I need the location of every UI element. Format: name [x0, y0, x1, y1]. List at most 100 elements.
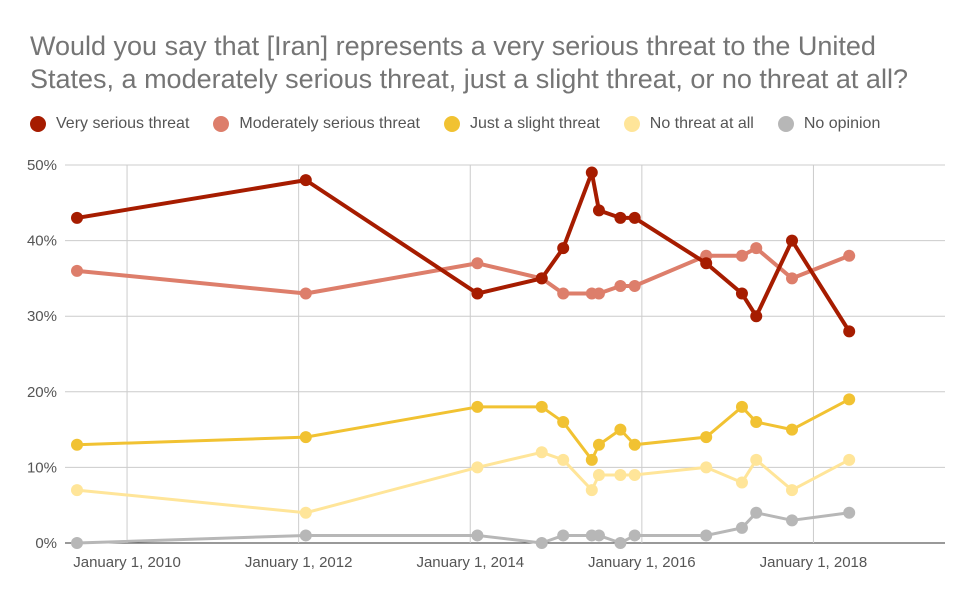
- data-point: [786, 514, 798, 527]
- data-point: [592, 438, 605, 451]
- data-point: [786, 423, 798, 436]
- data-point: [628, 438, 641, 451]
- data-point: [535, 400, 548, 413]
- y-tick-label: 20%: [27, 384, 57, 401]
- legend-swatch: [213, 116, 230, 132]
- legend-item-no-opinion[interactable]: No opinion: [777, 115, 881, 133]
- data-point: [843, 506, 856, 519]
- data-point: [750, 416, 763, 429]
- data-point: [71, 438, 83, 451]
- y-tick-label: 40%: [27, 233, 57, 250]
- data-point: [535, 272, 548, 285]
- x-tick-label: January 1, 2016: [588, 554, 696, 571]
- data-point: [750, 506, 763, 519]
- data-point: [786, 484, 798, 497]
- data-point: [735, 287, 748, 300]
- x-tick-label: January 1, 2018: [760, 554, 868, 571]
- x-tick-label: January 1, 2010: [73, 554, 181, 571]
- legend-item-no-threat[interactable]: No threat at all: [623, 115, 754, 133]
- data-point: [585, 166, 598, 179]
- y-tick-label: 50%: [27, 157, 57, 174]
- x-tick-label: January 1, 2012: [245, 554, 353, 571]
- data-point: [700, 529, 713, 542]
- data-point: [471, 257, 484, 270]
- legend-swatch: [777, 116, 794, 132]
- data-point: [735, 521, 748, 534]
- series-line: [76, 398, 850, 462]
- legend-swatch: [30, 116, 46, 132]
- data-point: [592, 204, 605, 217]
- legend-label: Just a slight threat: [469, 115, 600, 132]
- data-point: [471, 529, 484, 542]
- data-point: [535, 446, 548, 459]
- data-point: [628, 279, 641, 292]
- data-point: [71, 211, 83, 224]
- data-point: [735, 249, 748, 262]
- data-point: [592, 468, 605, 481]
- data-point: [299, 506, 312, 519]
- data-point: [786, 272, 798, 285]
- data-point: [843, 325, 856, 338]
- data-point: [585, 453, 598, 466]
- chart-title: Would you say that [Iran] represents a v…: [30, 31, 908, 94]
- legend-item-slight[interactable]: Just a slight threat: [443, 115, 600, 133]
- data-point: [299, 431, 312, 444]
- legend-label: No opinion: [803, 115, 881, 132]
- y-tick-label: 0%: [35, 535, 57, 552]
- data-point: [299, 287, 312, 300]
- series-line: [76, 450, 850, 515]
- data-point: [843, 393, 856, 406]
- y-tick-label: 30%: [27, 308, 57, 325]
- data-point: [843, 249, 856, 262]
- x-tick-label: January 1, 2014: [416, 554, 524, 571]
- data-point: [628, 529, 641, 542]
- data-point: [471, 287, 484, 300]
- data-point: [557, 242, 570, 255]
- data-point: [735, 476, 748, 489]
- data-point: [750, 453, 763, 466]
- data-point: [557, 416, 570, 429]
- data-point: [614, 537, 627, 549]
- legend-label: Very serious threat: [56, 115, 190, 132]
- data-point: [700, 431, 713, 444]
- data-point: [750, 242, 763, 255]
- legend-swatch: [443, 116, 460, 132]
- series-line: [76, 170, 851, 333]
- series-line: [76, 511, 850, 545]
- data-point: [700, 257, 713, 270]
- data-point: [614, 211, 627, 224]
- data-point: [750, 310, 763, 323]
- data-point: [557, 453, 570, 466]
- legend-swatch: [623, 116, 640, 132]
- data-point: [299, 174, 312, 187]
- data-point: [299, 529, 312, 542]
- data-point: [614, 279, 627, 292]
- data-point: [628, 211, 641, 224]
- data-point: [471, 461, 484, 474]
- data-point: [71, 264, 83, 277]
- data-point: [786, 234, 798, 247]
- data-point: [557, 529, 570, 542]
- legend-label: Moderately serious threat: [239, 115, 420, 132]
- data-point: [628, 468, 641, 481]
- data-point: [843, 453, 856, 466]
- data-point: [585, 484, 598, 497]
- data-point: [557, 287, 570, 300]
- legend-label: No threat at all: [649, 115, 754, 132]
- data-point: [700, 461, 713, 474]
- legend-item-very-serious[interactable]: Very serious threat: [30, 115, 189, 133]
- data-point: [535, 537, 548, 549]
- data-point: [71, 484, 83, 497]
- y-tick-label: 10%: [27, 459, 57, 476]
- data-point: [592, 287, 605, 300]
- data-point: [71, 537, 83, 549]
- data-point: [614, 423, 627, 436]
- data-point: [735, 400, 748, 413]
- data-point: [592, 529, 605, 542]
- data-point: [471, 400, 484, 413]
- legend-item-moderately-serious[interactable]: Moderately serious threat: [213, 115, 420, 133]
- legend: Very serious threat Moderately serious t…: [30, 115, 904, 133]
- data-point: [614, 468, 627, 481]
